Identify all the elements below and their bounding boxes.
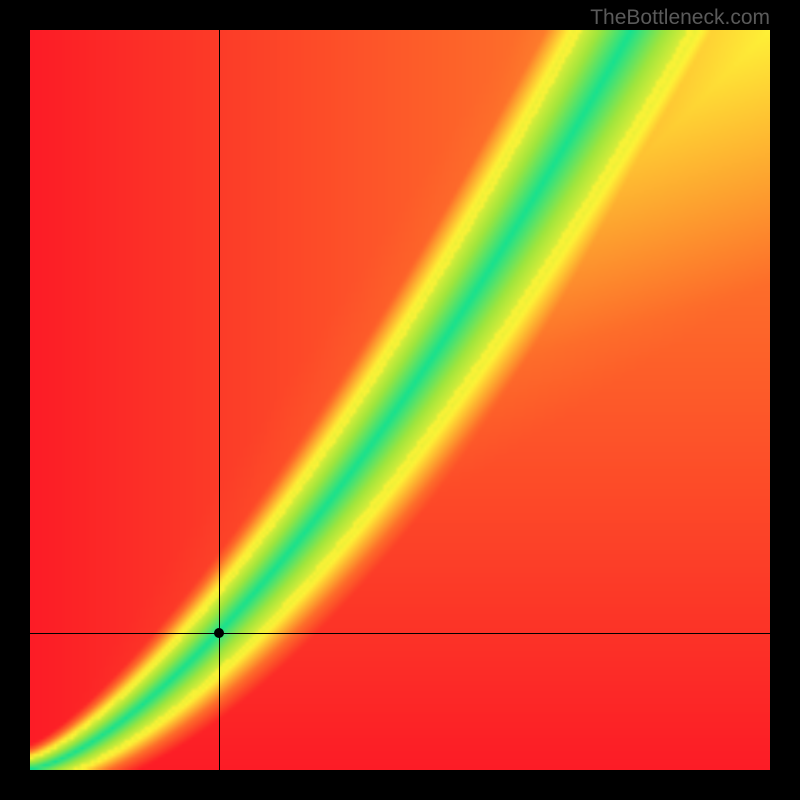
crosshair-vertical (219, 30, 220, 770)
watermark-text: TheBottleneck.com (590, 6, 770, 30)
crosshair-horizontal (30, 633, 770, 634)
heatmap-plot (30, 30, 770, 770)
heatmap-canvas (30, 30, 770, 770)
crosshair-marker (214, 628, 224, 638)
